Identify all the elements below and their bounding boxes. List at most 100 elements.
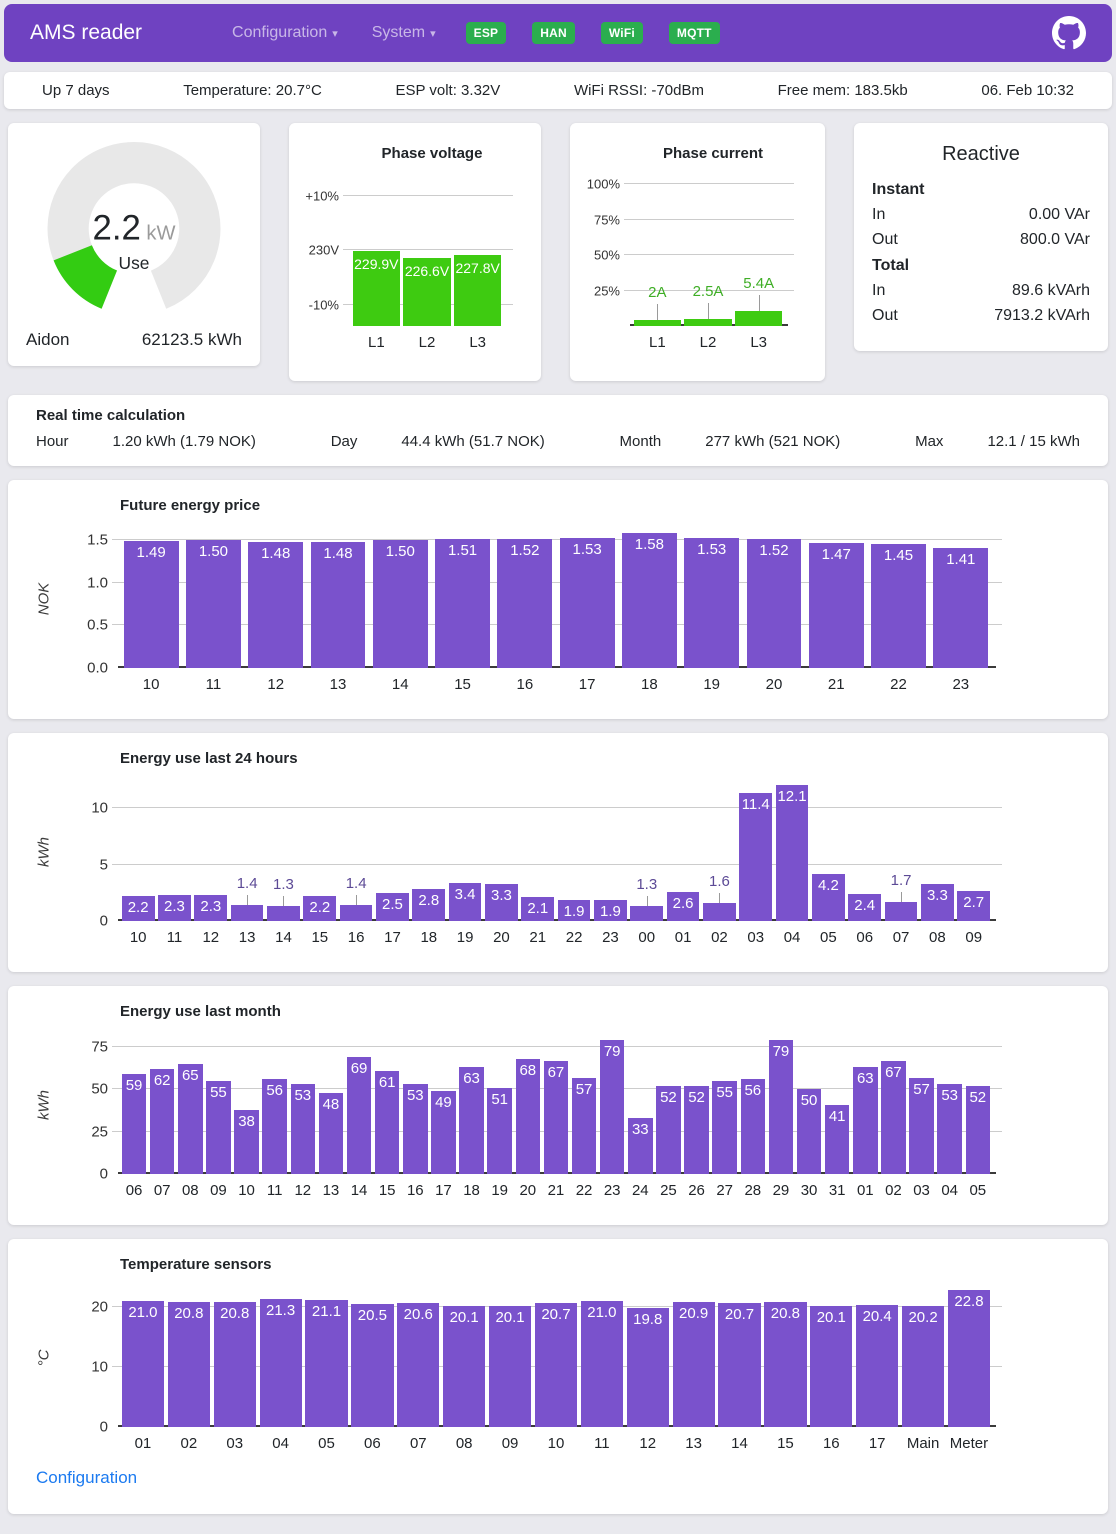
x-tick-label: 01 xyxy=(134,1435,152,1452)
chart-bars: 229.9V 226.6V 227.8V xyxy=(351,184,503,326)
bar: 33 xyxy=(628,1118,653,1174)
realtime-max: Max 12.1 / 15 kWh xyxy=(915,433,1080,450)
x-tick-label: 09 xyxy=(210,1182,227,1199)
bar: 1.50 xyxy=(372,540,428,668)
configuration-link[interactable]: Configuration xyxy=(36,1468,138,1487)
y-tick-label: 5 xyxy=(99,856,108,874)
bar-value-label: 67 xyxy=(885,1063,902,1081)
bar: 67 xyxy=(881,1060,906,1174)
bar: 3.3 xyxy=(485,883,518,921)
app-header: AMS reader Configuration ▾ System ▾ ESP HAN W… xyxy=(4,4,1112,62)
x-tick-label: 12 xyxy=(294,1182,312,1199)
bar-slot: 227.8V xyxy=(452,184,503,326)
chart-plot-area: °C 0 10 20 21.0 20.8 20.8 21.3 21.1 20.5 20.6 20.1 2… xyxy=(36,1289,1002,1435)
x-tick-label: L1 xyxy=(367,334,385,351)
bar-value-label: 33 xyxy=(631,1121,649,1139)
bar-value-label: 2.7 xyxy=(963,893,985,911)
x-tick-label: 07 xyxy=(409,1435,427,1452)
x-tick-label: 20 xyxy=(519,1182,537,1199)
x-tick-label: Main xyxy=(906,1435,940,1452)
chart-bars: 2A 2.5A 5.4A xyxy=(632,184,784,326)
gridline xyxy=(343,249,513,251)
x-tick-label: 19 xyxy=(491,1182,509,1199)
bar-value-label: 227.8V xyxy=(455,260,500,277)
chart-bars: 21.0 20.8 20.8 21.3 21.1 20.5 20.6 20.1 20.1 20.7… xyxy=(120,1289,992,1427)
realtime-title: Real time calculation xyxy=(36,407,186,424)
x-tick-label: 05 xyxy=(820,929,837,946)
bar-value-label: 50 xyxy=(800,1092,818,1110)
bar: 56 xyxy=(262,1079,287,1174)
bar-slot: 2.5A xyxy=(683,184,734,326)
badge-esp: ESP xyxy=(465,22,507,44)
y-tick-label: 50 xyxy=(91,1080,108,1098)
nav-system[interactable]: System ▾ xyxy=(371,24,436,41)
x-tick-label: 07 xyxy=(892,929,910,946)
bar-value-label: 1.50 xyxy=(198,543,229,561)
bar xyxy=(884,901,918,921)
bar-value-label: 65 xyxy=(181,1066,199,1084)
x-tick-label: 08 xyxy=(455,1435,473,1452)
bar xyxy=(230,905,264,921)
bar-value-label: 21.1 xyxy=(311,1303,342,1321)
x-tick-label: 24 xyxy=(631,1182,649,1199)
status-temperature: Temperature: 20.7°C xyxy=(183,82,322,99)
realtime-card: Real time calculation Hour 1.20 kWh (1.79 … xyxy=(8,395,1108,466)
bar-slot: 1.58 xyxy=(618,530,680,668)
bar: 1.52 xyxy=(497,538,553,668)
x-tick-label: 10 xyxy=(238,1182,255,1199)
y-tick-label: 50% xyxy=(593,247,620,263)
bar-slot: 67 xyxy=(879,1036,907,1174)
chart-title: Phase voltage xyxy=(381,145,483,162)
nav-configuration[interactable]: Configuration ▾ xyxy=(232,24,338,41)
github-link[interactable] xyxy=(1052,16,1086,50)
realtime-label: Max xyxy=(915,433,944,450)
bar-value-label: 79 xyxy=(603,1043,621,1061)
bar-label-connector xyxy=(657,304,659,321)
bar: 1.41 xyxy=(933,547,989,668)
bar: 20.2 xyxy=(901,1305,945,1427)
bar-slot: 2.6 xyxy=(665,783,701,921)
x-tick-label: 29 xyxy=(772,1182,790,1199)
bar: 20.1 xyxy=(810,1306,853,1427)
bar-slot: 2A xyxy=(632,184,683,326)
bar-value-label: 20.8 xyxy=(770,1305,800,1323)
bar-slot: 20.1 xyxy=(487,1289,533,1427)
x-tick-label: 27 xyxy=(716,1182,734,1199)
realtime-label: Month xyxy=(619,433,662,450)
bar: 57 xyxy=(909,1077,934,1174)
chart-plot-area: kWh 0 25 50 75 59 62 65 55 38 56 53 48 69 61 53 49 63 51 68… xyxy=(36,1036,1002,1182)
bar: 2.5 xyxy=(376,892,409,921)
status-datetime: 06. Feb 10:32 xyxy=(981,82,1074,99)
bar-value-label: 1.52 xyxy=(759,541,789,559)
y-tick-label: 230V xyxy=(308,242,339,258)
reactive-row: Out 7913.2 kVArh xyxy=(872,304,1090,329)
bar: 1.53 xyxy=(684,537,740,668)
bar-value-label: 1.53 xyxy=(572,540,602,558)
power-gauge: 2.2 kW Use xyxy=(47,142,221,316)
x-tick-label: L3 xyxy=(469,334,487,351)
y-tick-label: 75 xyxy=(91,1038,108,1056)
bar-value-label: 21.0 xyxy=(587,1304,617,1322)
bar-slot: 67 xyxy=(542,1036,570,1174)
bar-value-label: 20.7 xyxy=(541,1305,571,1323)
x-tick-label: 06 xyxy=(364,1435,381,1452)
bar-slot: 55 xyxy=(711,1036,739,1174)
bar-slot: 22.8 xyxy=(946,1289,992,1427)
x-tick-label: 20 xyxy=(493,929,510,946)
bar: 1.53 xyxy=(559,537,615,668)
bar-slot: 1.48 xyxy=(307,530,369,668)
y-tick-label: 0 xyxy=(99,1165,108,1183)
reactive-row-label: Out xyxy=(872,306,898,324)
bar-slot: 1.53 xyxy=(556,530,618,668)
chart-title: Temperature sensors xyxy=(120,1256,272,1273)
bar-slot: 65 xyxy=(176,1036,204,1174)
bar: 21.0 xyxy=(121,1301,165,1427)
bar-slot: 53 xyxy=(936,1036,964,1174)
bar: 2.3 xyxy=(194,895,228,921)
bar-slot: 20.1 xyxy=(441,1289,487,1427)
bar-slot: 229.9V xyxy=(351,184,402,326)
bar: 68 xyxy=(515,1058,541,1174)
bar: 2.2 xyxy=(303,896,337,921)
gridline xyxy=(112,539,1002,541)
gridline xyxy=(624,289,794,291)
